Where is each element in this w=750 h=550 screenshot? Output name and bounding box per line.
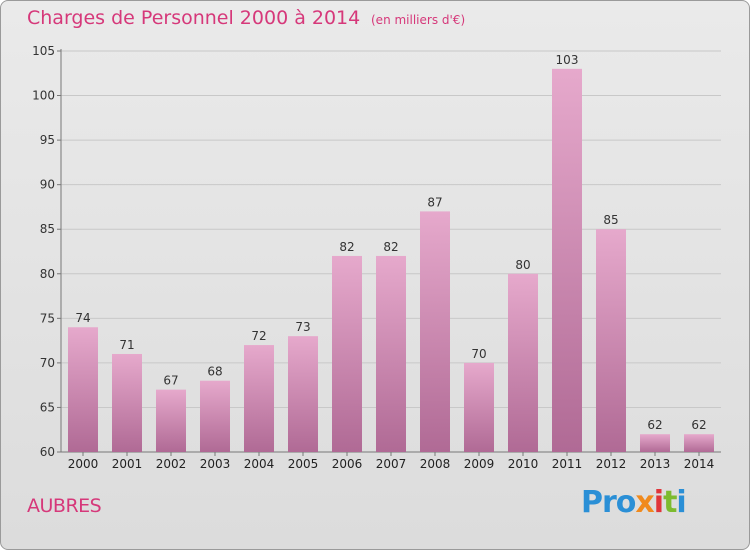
data-label: 85 — [603, 213, 618, 227]
x-tick-label: 2009 — [464, 457, 495, 471]
x-tick-label: 2012 — [596, 457, 627, 471]
data-label: 72 — [251, 329, 266, 343]
x-tick-label: 2011 — [552, 457, 583, 471]
y-tick-label: 70 — [40, 356, 55, 370]
x-tick-label: 2010 — [508, 457, 539, 471]
town-name: AUBRES — [27, 495, 102, 517]
x-tick-label: 2008 — [420, 457, 451, 471]
data-label: 82 — [339, 240, 354, 254]
bar — [288, 336, 318, 452]
bars — [68, 68, 714, 453]
x-tick-label: 2014 — [684, 457, 715, 471]
data-label: 80 — [515, 258, 530, 272]
chart-title: Charges de Personnel 2000 à 2014 — [27, 7, 361, 29]
bar — [332, 255, 362, 452]
data-label: 70 — [471, 347, 486, 361]
x-tick-label: 2000 — [68, 457, 99, 471]
bar — [244, 345, 274, 452]
bar — [552, 68, 582, 453]
bar — [68, 327, 98, 452]
bar — [420, 211, 450, 452]
bar — [376, 255, 406, 452]
data-label: 74 — [75, 311, 90, 325]
logo-part: Pro — [581, 485, 636, 520]
x-tick-label: 2004 — [244, 457, 275, 471]
logo-part: i — [676, 485, 686, 520]
x-tick-label: 2003 — [200, 457, 231, 471]
proxiti-logo[interactable]: Proxiti — [581, 485, 687, 520]
data-label: 87 — [427, 195, 442, 209]
logo-part: t — [663, 485, 677, 520]
x-tick-label: 2007 — [376, 457, 407, 471]
logo-part: i — [653, 485, 664, 520]
y-tick-label: 90 — [40, 178, 55, 192]
data-label: 68 — [207, 365, 222, 379]
data-label: 82 — [383, 240, 398, 254]
y-tick-label: 100 — [32, 89, 55, 103]
y-tick-labels: 60 65 70 75 80 85 90 95 100 105 — [32, 44, 55, 459]
bar — [112, 353, 142, 452]
y-tick-label: 95 — [40, 133, 55, 147]
y-tick-label: 80 — [40, 267, 55, 281]
y-tick-label: 85 — [40, 222, 55, 236]
x-tick-label: 2001 — [112, 457, 143, 471]
chart-subtitle: (en milliers d'€) — [371, 13, 466, 27]
bar — [200, 380, 230, 452]
bar — [508, 273, 538, 452]
bar — [156, 389, 186, 452]
data-label: 62 — [691, 418, 706, 432]
x-tick-label: 2013 — [640, 457, 671, 471]
logo-part: x — [635, 485, 654, 520]
x-tick-labels: 2000 2001 2002 2003 2004 2005 2006 2007 2008 2009… — [68, 457, 715, 471]
x-tick-label: 2005 — [288, 457, 319, 471]
bar — [684, 434, 714, 452]
bar — [596, 229, 626, 452]
data-label: 62 — [647, 418, 662, 432]
data-label: 71 — [119, 338, 134, 352]
data-label: 73 — [295, 320, 310, 334]
x-tick-label: 2006 — [332, 457, 363, 471]
y-tick-label: 60 — [40, 445, 55, 459]
data-label: 103 — [556, 53, 579, 67]
x-tick-label: 2002 — [156, 457, 187, 471]
bar — [464, 362, 494, 452]
y-tick-label: 105 — [32, 44, 55, 58]
data-label: 67 — [163, 374, 178, 388]
bar — [640, 434, 670, 452]
y-tick-label: 75 — [40, 311, 55, 325]
y-tick-label: 65 — [40, 400, 55, 414]
data-labels: 74 71 67 68 72 73 82 82 87 70 80 103 85 62 62 — [75, 53, 706, 432]
